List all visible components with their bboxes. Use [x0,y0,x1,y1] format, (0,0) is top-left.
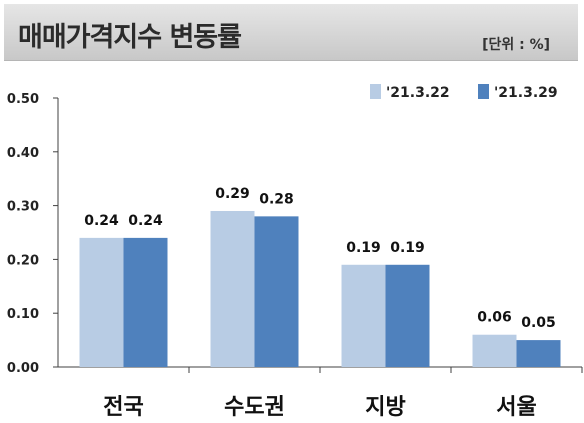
data-label: 0.24 [128,213,163,229]
legend-swatch [370,84,381,99]
bar-series1 [79,237,124,367]
unit-label: [단위 : %] [482,37,550,53]
legend-label: '21.3.29 [494,85,558,101]
data-label: 0.06 [477,310,512,326]
data-label: 0.05 [521,315,556,331]
data-label: 0.19 [346,240,381,256]
bar-series2 [516,340,561,367]
y-tick-label: 0.10 [7,307,39,322]
data-label: 0.28 [259,191,294,207]
x-category-label: 전국 [103,395,143,420]
y-tick-label: 0.30 [7,200,39,215]
chart-title: 매매가격지수 변동률 [18,22,242,53]
x-category-label: 지방 [365,395,405,420]
legend-swatch [478,84,489,99]
chart-header: 매매가격지수 변동률 [단위 : %] [4,4,578,61]
x-category-label: 수도권 [224,395,285,420]
legend-label: '21.3.22 [386,85,450,101]
data-label: 0.29 [215,186,250,202]
y-tick-label: 0.40 [7,146,39,161]
y-tick-label: 0.00 [7,361,39,376]
bar-series1 [472,334,517,367]
y-tick-label: 0.50 [7,92,39,107]
bar-series1 [210,210,255,367]
bar-series2 [385,264,430,367]
data-label: 0.19 [390,240,425,256]
y-tick-label: 0.20 [7,253,39,268]
bar-series2 [254,216,299,367]
bar-series2 [123,237,168,367]
data-label: 0.24 [84,213,119,229]
x-category-label: 서울 [496,395,536,420]
bar-series1 [341,264,386,367]
